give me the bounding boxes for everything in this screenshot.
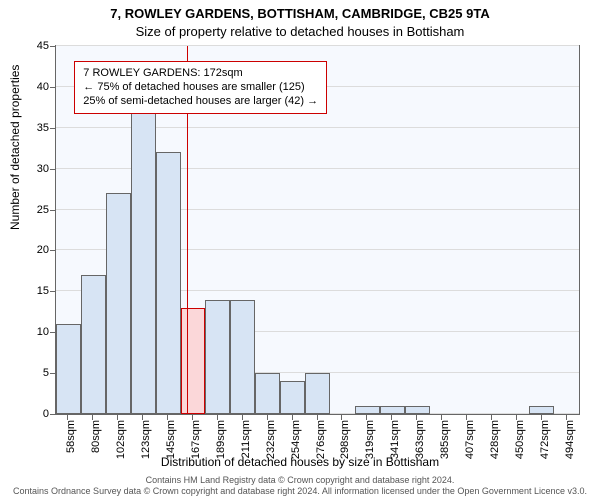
y-tick-label: 45 — [37, 40, 49, 52]
histogram-bar — [280, 381, 305, 414]
histogram-bar — [255, 373, 280, 414]
y-tick-label: 0 — [43, 408, 49, 420]
histogram-bar — [131, 111, 156, 414]
y-tick-label: 5 — [43, 367, 49, 379]
histogram-bar — [380, 406, 405, 414]
annotation-line1: 7 ROWLEY GARDENS: 172sqm — [83, 66, 318, 80]
footer-line2: Contains Ordnance Survey data © Crown co… — [0, 486, 600, 497]
y-axis-ticks: 051015202530354045 — [0, 45, 55, 415]
histogram-bar — [305, 373, 330, 414]
histogram-bar — [529, 406, 554, 414]
x-axis-label: Distribution of detached houses by size … — [0, 455, 600, 469]
histogram-bar — [405, 406, 430, 414]
chart-subtitle: Size of property relative to detached ho… — [0, 24, 600, 39]
chart-title: 7, ROWLEY GARDENS, BOTTISHAM, CAMBRIDGE,… — [0, 6, 600, 21]
y-tick-label: 40 — [37, 81, 49, 93]
y-tick-label: 25 — [37, 204, 49, 216]
footer-line1: Contains HM Land Registry data © Crown c… — [0, 475, 600, 486]
y-tick-label: 30 — [37, 163, 49, 175]
plot-area: 7 ROWLEY GARDENS: 172sqm ← 75% of detach… — [55, 45, 580, 415]
annotation-box: 7 ROWLEY GARDENS: 172sqm ← 75% of detach… — [74, 61, 327, 114]
annotation-line2: ← 75% of detached houses are smaller (12… — [83, 80, 318, 94]
y-tick-label: 10 — [37, 326, 49, 338]
y-tick-label: 35 — [37, 122, 49, 134]
y-tick-label: 20 — [37, 244, 49, 256]
x-axis-ticks: 58sqm80sqm102sqm123sqm145sqm167sqm189sqm… — [55, 415, 580, 455]
annotation-line3: 25% of semi-detached houses are larger (… — [83, 94, 318, 108]
histogram-bar — [156, 152, 181, 414]
footer-attribution: Contains HM Land Registry data © Crown c… — [0, 475, 600, 497]
histogram-bar-highlighted — [181, 308, 206, 414]
histogram-bar — [205, 300, 230, 414]
histogram-bar — [106, 193, 131, 414]
histogram-bar — [81, 275, 106, 414]
histogram-bar — [56, 324, 81, 414]
histogram-bar — [355, 406, 380, 414]
histogram-bar — [230, 300, 255, 414]
y-tick-label: 15 — [37, 285, 49, 297]
